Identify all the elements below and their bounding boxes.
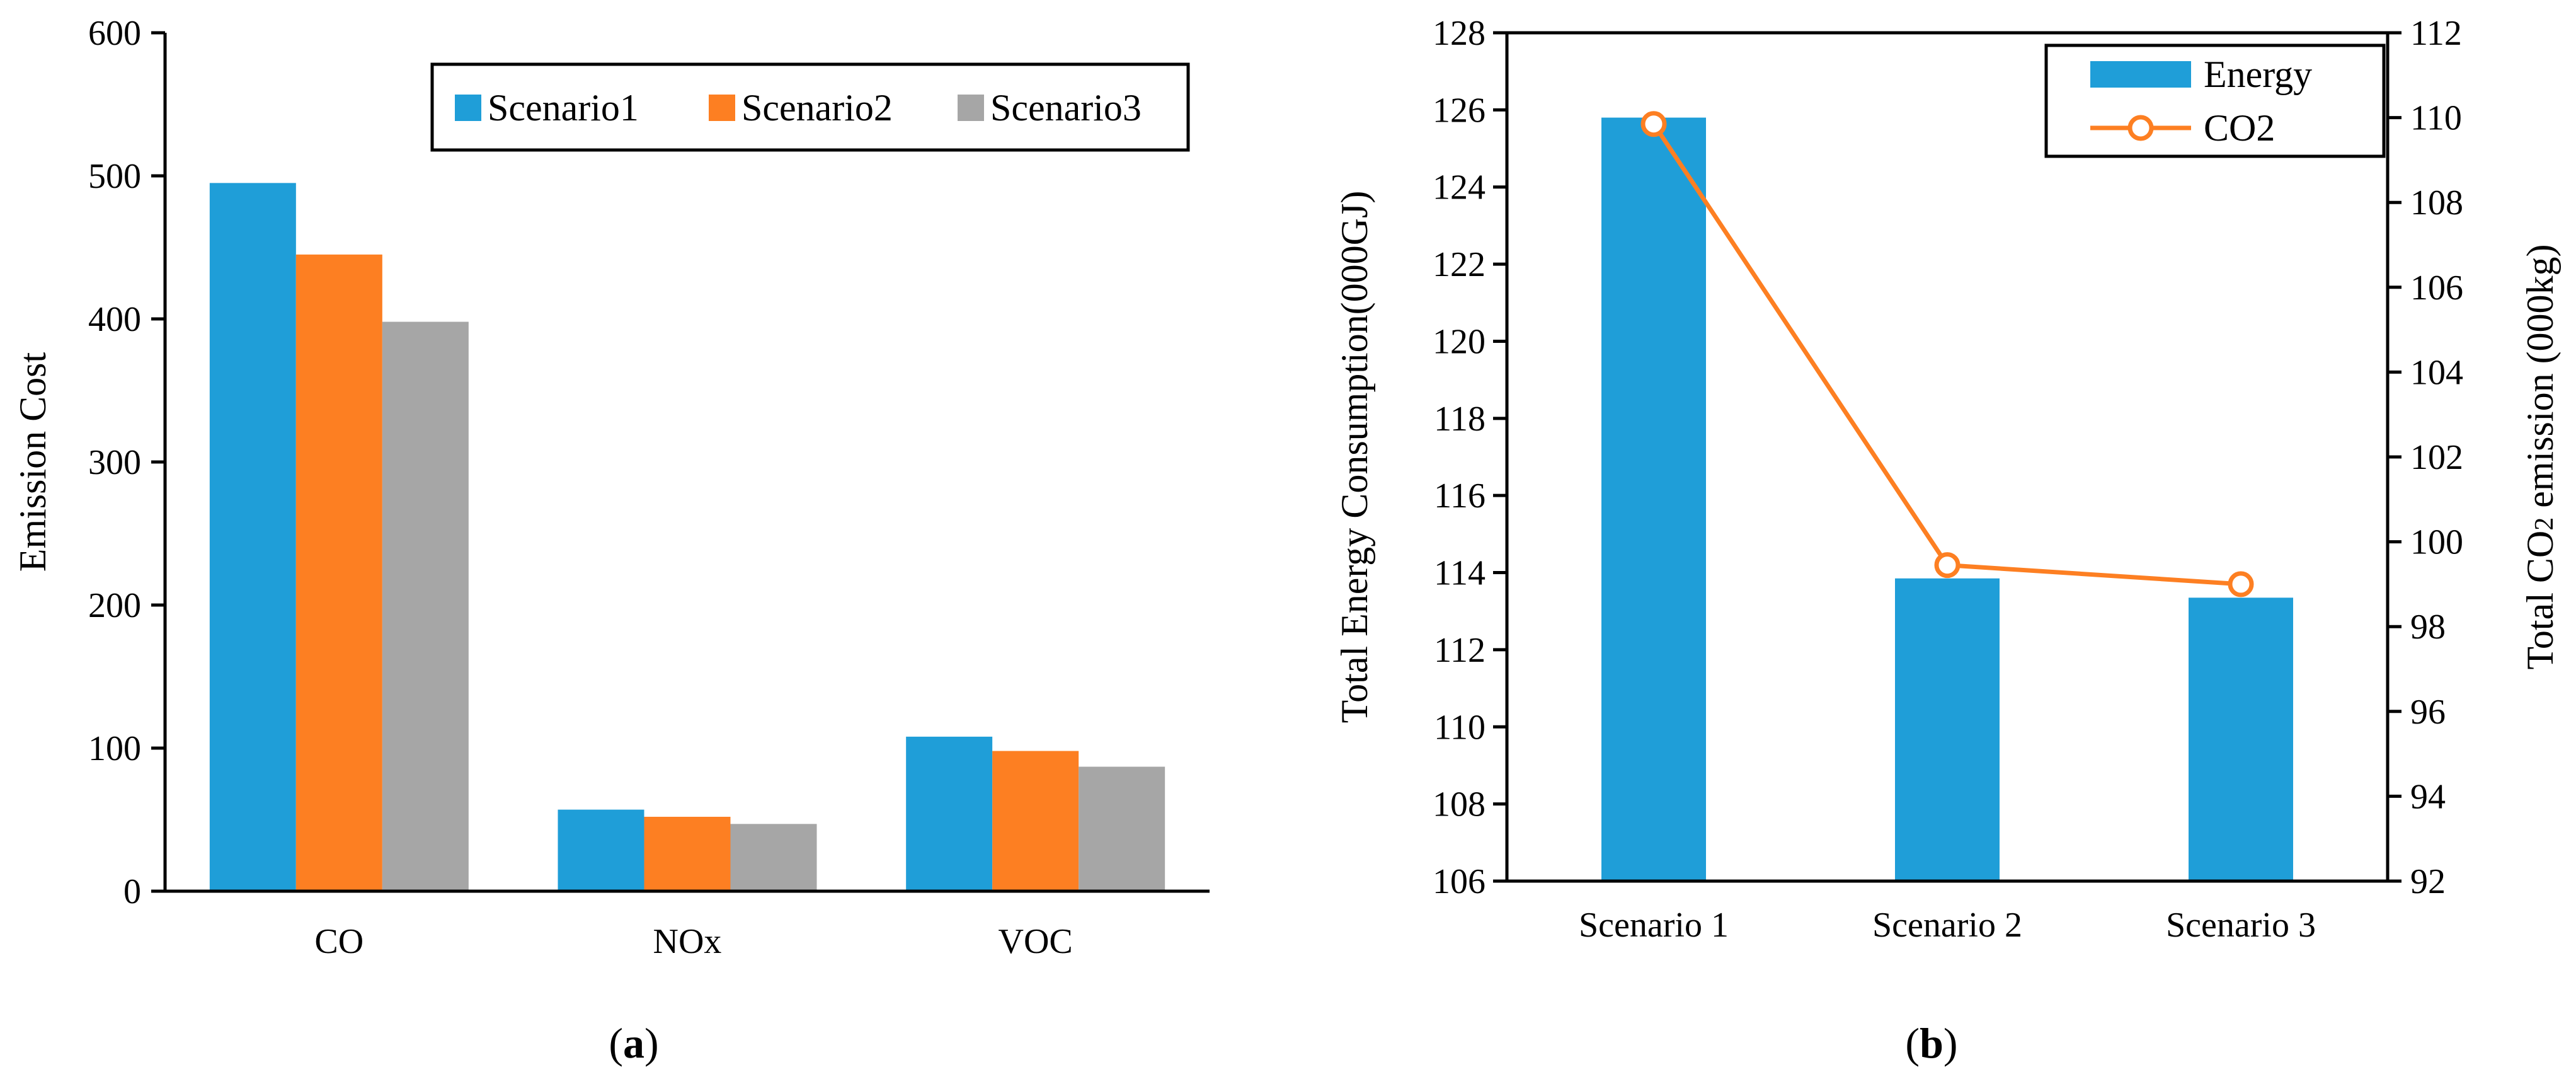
chart-a-x-tick-label: NOx <box>653 922 722 961</box>
bar-scenario1-voc <box>906 736 993 891</box>
chart-b-left-y-tick-label: 118 <box>1434 400 1485 439</box>
co2-point-scenario-3 <box>2228 571 2254 597</box>
chart-b-ylabel-right: Total CO2 emission (000kg) <box>2519 244 2561 669</box>
chart-a-legend: Scenario1 Scenario2 Scenario3 <box>430 62 1190 152</box>
chart-b-left-y-tick-label: 124 <box>1433 168 1485 207</box>
legend-label-scenario3: Scenario3 <box>990 87 1142 129</box>
chart-b-x-tick-label: Scenario 1 <box>1579 906 1729 945</box>
bar-scenario2-co <box>295 254 382 892</box>
chart-a-y-tick-label: 600 <box>88 14 141 53</box>
chart-b-left-y-ticks: 106 108 110 112 114 116 118 120 122 124 126 128 <box>1433 14 1507 901</box>
chart-b-x-ticks: Scenario 1 Scenario 2 Scenario 3 <box>1579 906 2316 945</box>
legend-label-co2: CO2 <box>2204 107 2275 149</box>
chart-b-right-y-tick-label: 108 <box>2410 183 2463 222</box>
chart-b-left-y-tick-label: 120 <box>1433 322 1485 361</box>
chart-b-right-y-ticks: 92 94 96 98 100 102 104 106 108 110 112 <box>2388 14 2463 901</box>
chart-a-x-ticks: CO NOx VOC <box>314 922 1072 961</box>
panel-label-b: (b) <box>1905 1019 1957 1067</box>
chart-b-right-y-tick-label: 94 <box>2410 777 2446 816</box>
legend-label-energy: Energy <box>2204 54 2312 95</box>
bar-energy-scenario-1 <box>1601 117 1706 882</box>
chart-b-co2-line <box>1640 111 2254 597</box>
chart-a-y-tick-label: 400 <box>88 300 141 339</box>
bar-scenario1-co <box>209 183 296 892</box>
chart-b-right-y-tick-label: 96 <box>2410 693 2446 732</box>
bar-energy-scenario-2 <box>1895 578 2000 881</box>
bar-scenario2-voc <box>992 751 1079 891</box>
chart-b-left-y-tick-label: 128 <box>1433 14 1485 53</box>
chart-a-y-tick-label: 100 <box>88 729 141 768</box>
chart-b-left-y-tick-label: 126 <box>1433 91 1485 130</box>
chart-b-right-y-tick-label: 112 <box>2410 14 2462 53</box>
legend-swatch-energy <box>2090 61 2191 88</box>
panel-label-a: (a) <box>609 1019 658 1067</box>
co2-line <box>1652 122 2241 587</box>
bar-scenario1-nox <box>558 809 644 891</box>
chart-a-x-tick-label: CO <box>314 922 364 961</box>
chart-b-x-tick-label: Scenario 3 <box>2166 906 2316 945</box>
chart-b-right-y-tick-label: 102 <box>2410 438 2463 477</box>
chart-b-right-y-tick-label: 106 <box>2410 268 2463 308</box>
chart-b-left-y-tick-label: 108 <box>1433 785 1485 824</box>
chart-b-right-y-tick-label: 100 <box>2410 523 2463 562</box>
chart-b-left-y-tick-label: 112 <box>1434 631 1485 670</box>
chart-b-left-y-tick-label: 116 <box>1434 476 1485 516</box>
legend-label-scenario1: Scenario1 <box>488 87 639 129</box>
chart-b-left-y-tick-label: 106 <box>1433 862 1485 901</box>
chart-a-y-ticks: 0 100 200 300 400 500 600 <box>88 14 165 911</box>
chart-a-y-tick-label: 500 <box>88 157 141 196</box>
chart-a-y-tick-label: 0 <box>123 872 141 911</box>
chart-b-left-y-tick-label: 114 <box>1434 554 1485 593</box>
chart-b-right-y-tick-label: 92 <box>2410 862 2446 901</box>
chart-a-y-tick-label: 300 <box>88 443 141 482</box>
chart-b-ylabel-left: Total Energy Consumption(000GJ) <box>1334 191 1375 724</box>
legend-label-scenario2: Scenario2 <box>741 87 893 129</box>
chart-a-bars <box>209 183 1165 892</box>
chart-a-x-tick-label: VOC <box>999 922 1073 961</box>
chart-b-right-y-tick-label: 104 <box>2410 353 2463 392</box>
co2-point-scenario-1 <box>1640 111 1667 137</box>
legend-marker-co2 <box>2127 115 2154 141</box>
chart-b-left-y-tick-label: 122 <box>1433 245 1485 284</box>
chart-b-right-y-tick-label: 98 <box>2410 608 2446 647</box>
chart-b-right-y-tick-label: 110 <box>2410 99 2462 138</box>
legend-swatch-scenario2 <box>709 95 735 121</box>
bar-scenario2-nox <box>644 816 731 891</box>
chart-a-y-tick-label: 200 <box>88 586 141 625</box>
bar-scenario3-voc <box>1079 766 1165 891</box>
bar-scenario3-nox <box>730 824 817 891</box>
chart-a-legend-box <box>430 62 1190 152</box>
chart-b-legend: Energy CO2 <box>2044 43 2386 158</box>
co2-point-scenario-2 <box>1934 552 1961 579</box>
chart-b-left-y-tick-label: 110 <box>1434 708 1485 747</box>
legend-swatch-scenario3 <box>958 95 984 121</box>
bar-energy-scenario-3 <box>2189 597 2293 881</box>
legend-swatch-scenario1 <box>455 95 481 121</box>
chart-b-x-tick-label: Scenario 2 <box>1872 906 2022 945</box>
chart-a: 0 100 200 300 400 500 600 CO NOx VOC Emission Co… <box>12 14 1210 1067</box>
chart-a-ylabel: Emission Cost <box>12 352 54 572</box>
chart-b-bars <box>1601 117 2293 882</box>
bar-scenario3-co <box>382 321 469 891</box>
